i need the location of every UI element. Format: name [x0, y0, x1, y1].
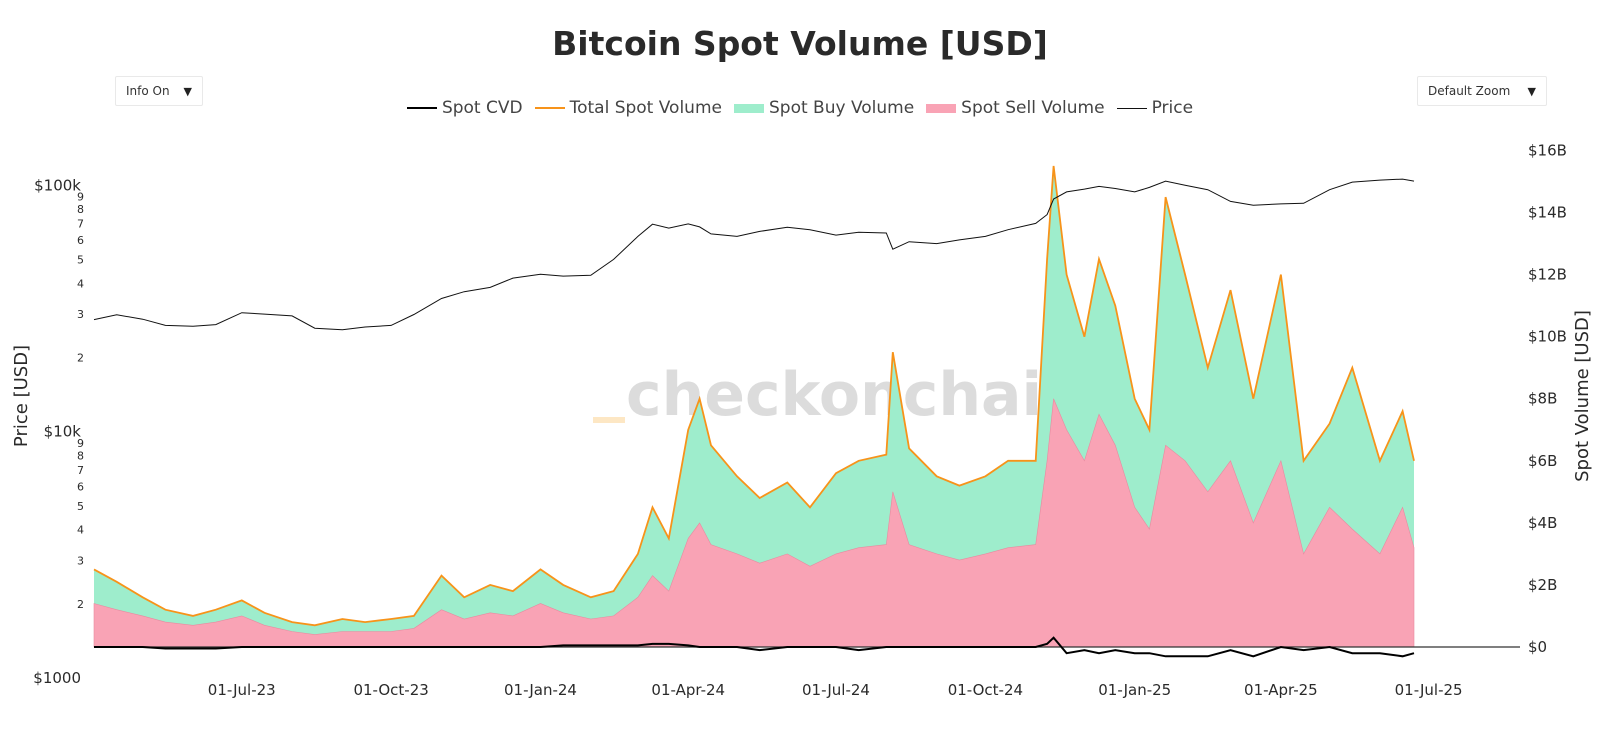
- left-minor-tick-label: 8: [77, 450, 84, 463]
- legend-label: Spot Buy Volume: [768, 98, 915, 118]
- left-minor-tick-label: 6: [77, 480, 84, 493]
- right-tick-label: $14B: [1528, 204, 1567, 222]
- left-minor-tick-label: 4: [77, 277, 84, 290]
- x-tick-label: 01-Apr-24: [651, 681, 725, 699]
- chart-title: Bitcoin Spot Volume [USD]: [552, 24, 1048, 63]
- x-tick-label: 01-Jul-25: [1395, 681, 1463, 699]
- x-tick-label: 01-Oct-24: [948, 681, 1023, 699]
- left-minor-tick-label: 7: [77, 464, 84, 477]
- left-minor-tick-label: 3: [77, 308, 84, 321]
- x-tick-label: 01-Jul-23: [208, 681, 276, 699]
- left-minor-tick-label: 6: [77, 234, 84, 247]
- chart-legend: Spot CVD Total Spot Volume Spot Buy Volu…: [0, 98, 1600, 118]
- legend-label: Total Spot Volume: [569, 98, 722, 118]
- legend-swatch-sell: [926, 103, 957, 113]
- left-minor-tick-label: 4: [77, 524, 84, 537]
- x-tick-label: 01-Apr-25: [1244, 681, 1318, 699]
- legend-swatch-cvd: [406, 107, 437, 109]
- zoom-dropdown[interactable]: Default Zoom ▼: [1417, 76, 1547, 106]
- watermark-group: checkonchain: [593, 360, 1085, 430]
- legend-swatch-price: [1116, 107, 1147, 109]
- x-tick-label: 01-Jan-24: [504, 681, 577, 699]
- left-minor-tick-label: 3: [77, 554, 84, 567]
- right-tick-label: $16B: [1528, 142, 1567, 160]
- watermark-underline: [593, 417, 625, 423]
- spot-cvd-line: [94, 636, 1415, 658]
- left-minor-tick-label: 7: [77, 217, 84, 230]
- right-axis-label: Spot Volume [USD]: [1572, 310, 1593, 482]
- left-minor-tick-label: 8: [77, 203, 84, 216]
- legend-swatch-buy: [733, 103, 764, 113]
- legend-label: Spot Sell Volume: [961, 98, 1105, 118]
- right-tick-label: $6B: [1528, 452, 1557, 470]
- left-minor-tick-label: 5: [77, 500, 84, 513]
- price-line: [93, 178, 1415, 331]
- left-major-tick-label: $1000: [33, 669, 81, 687]
- right-tick-label: $4B: [1528, 514, 1557, 532]
- right-axis-ticks: $0 $2B $4B $6B $8B $10B $12B $14B $16B: [1528, 142, 1567, 656]
- left-minor-tick-label: 2: [77, 598, 84, 611]
- total-spot-volume-line: [93, 165, 1415, 627]
- x-tick-label: 01-Jan-25: [1098, 681, 1171, 699]
- legend-label: Spot CVD: [441, 98, 523, 118]
- right-tick-label: $8B: [1528, 390, 1557, 408]
- info-toggle-dropdown[interactable]: Info On ▼: [115, 76, 203, 106]
- x-tick-label: 01-Oct-23: [353, 681, 428, 699]
- right-tick-label: $2B: [1528, 576, 1557, 594]
- left-minor-tick-label: 5: [77, 253, 84, 266]
- right-tick-label: $0: [1528, 638, 1547, 656]
- legend-label: Price: [1151, 98, 1194, 118]
- legend-item-price[interactable]: Price: [1116, 98, 1194, 118]
- chevron-down-icon: ▼: [1527, 84, 1536, 98]
- spot-sell-volume-area: [93, 398, 1415, 648]
- left-minor-tick-label: 9: [77, 437, 84, 450]
- x-axis-ticks: 01-Jul-23 01-Oct-23 01-Jan-24 01-Apr-24 01-J…: [208, 681, 1463, 699]
- left-major-tick-label: $10k: [44, 423, 82, 441]
- right-tick-label: $12B: [1528, 266, 1567, 284]
- left-minor-tick-label: 2: [77, 351, 84, 364]
- legend-item-spot-buy-volume[interactable]: Spot Buy Volume: [733, 98, 915, 118]
- info-toggle-label: Info On: [126, 84, 170, 98]
- x-tick-label: 01-Jul-24: [802, 681, 870, 699]
- zoom-label: Default Zoom: [1428, 84, 1511, 98]
- legend-swatch-total: [534, 107, 565, 109]
- legend-item-spot-sell-volume[interactable]: Spot Sell Volume: [926, 98, 1105, 118]
- left-minor-tick-label: 9: [77, 191, 84, 204]
- right-tick-label: $10B: [1528, 328, 1567, 346]
- legend-item-spot-cvd[interactable]: Spot CVD: [406, 98, 523, 118]
- legend-item-total-spot-volume[interactable]: Total Spot Volume: [534, 98, 722, 118]
- chevron-down-icon: ▼: [183, 84, 192, 98]
- left-major-tick-label: $100k: [34, 176, 81, 194]
- left-axis-label: Price [USD]: [11, 345, 32, 447]
